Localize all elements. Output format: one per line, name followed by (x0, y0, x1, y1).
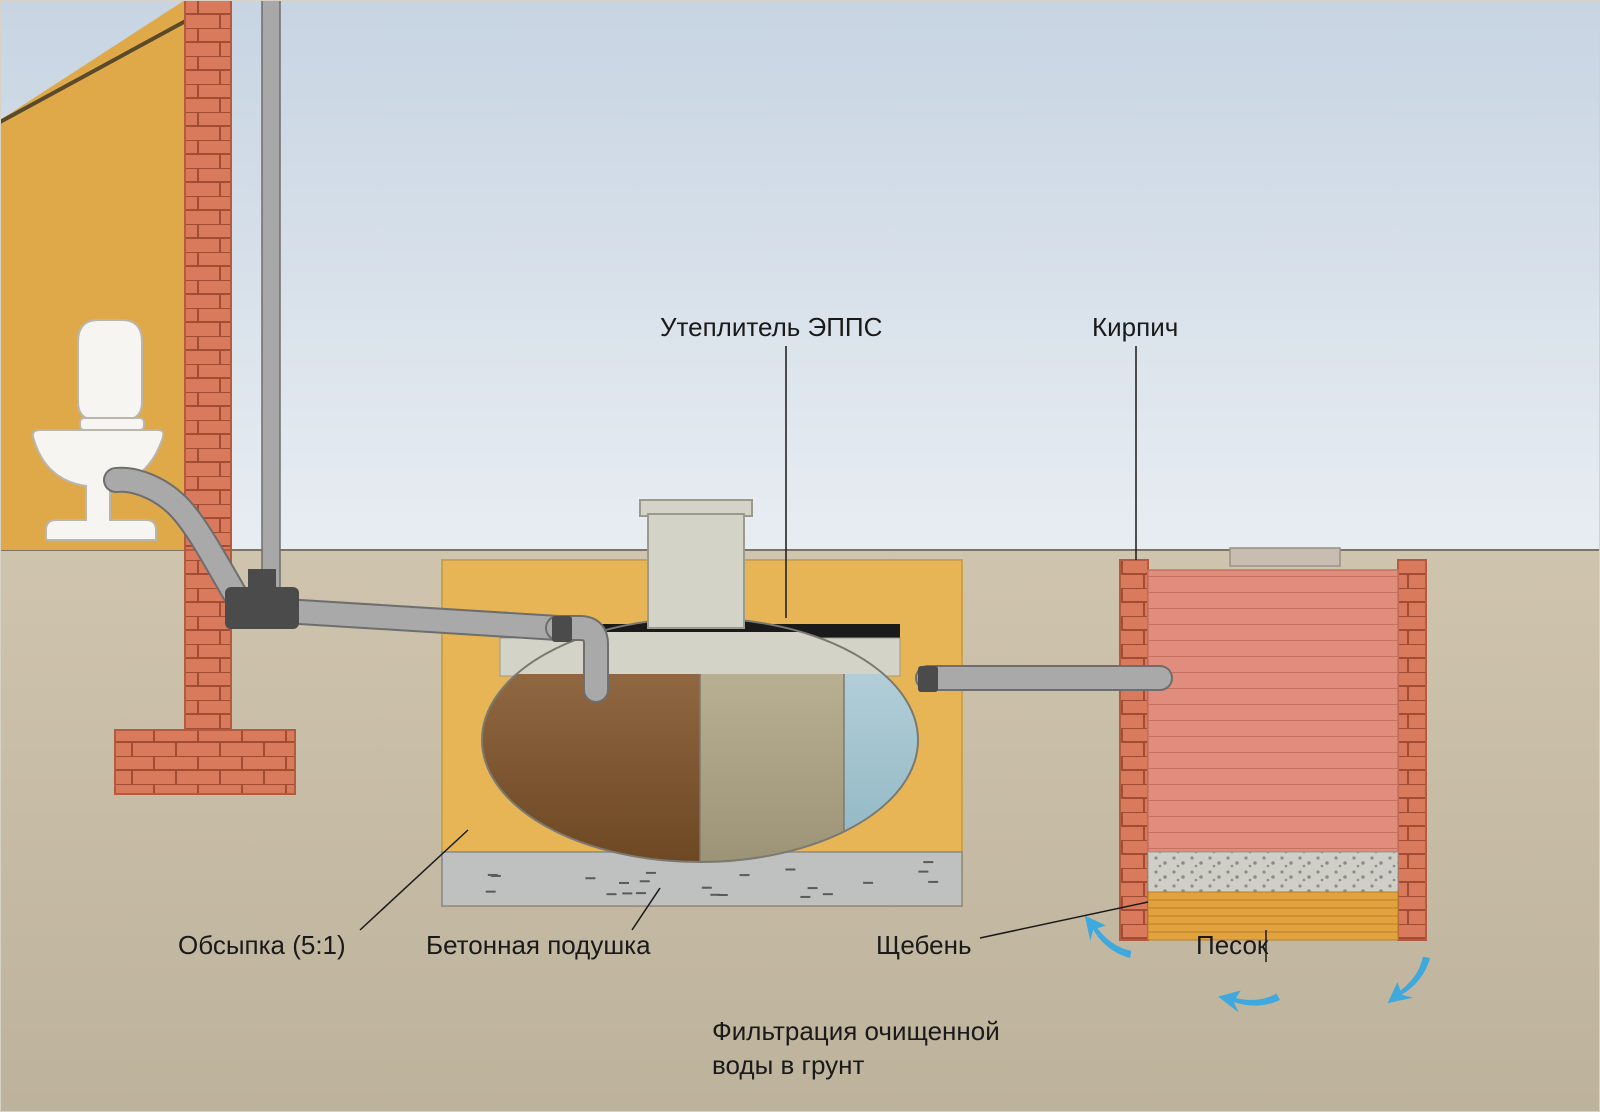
vent-pipe (262, 0, 280, 606)
well-sand (1148, 892, 1398, 940)
well-chamber (1148, 570, 1398, 852)
well-lid (1230, 548, 1340, 566)
pipe-tee (225, 587, 299, 629)
well-brick-left (1120, 560, 1148, 940)
foundation (115, 730, 295, 794)
label-filtration-2: воды в грунт (712, 1050, 865, 1080)
label-gravel: Щебень (876, 930, 972, 960)
label-insulation: Утеплитель ЭППС (660, 312, 882, 342)
label-brick: Кирпич (1092, 312, 1178, 342)
label-concrete_pad: Бетонная подушка (426, 930, 651, 960)
label-sand: Песок (1196, 930, 1269, 960)
label-filtration: Фильтрация очищенной (712, 1016, 1000, 1046)
well-gravel (1148, 852, 1398, 892)
label-backfill: Обсыпка (5:1) (178, 930, 346, 960)
sky (0, 0, 1600, 550)
well-brick-right (1398, 560, 1426, 940)
